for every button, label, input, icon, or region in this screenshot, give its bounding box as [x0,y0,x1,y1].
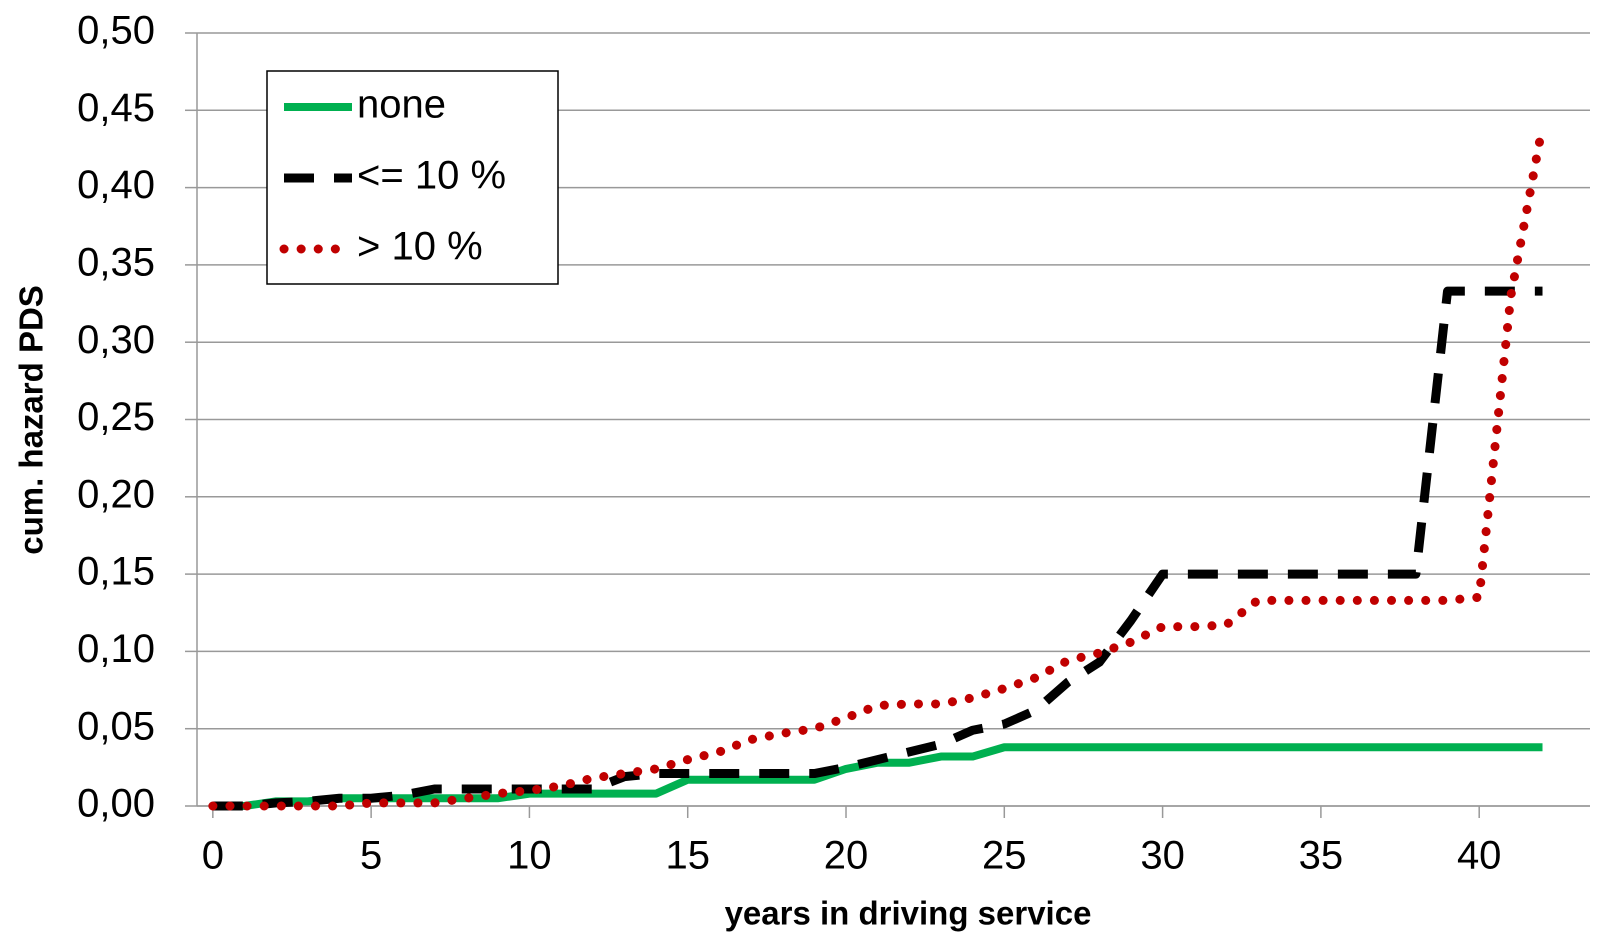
y-tick-label: 0,35 [77,240,155,284]
series-line [208,121,1548,811]
y-tick-label: 0,05 [77,704,155,748]
y-tick-label: 0,30 [77,318,155,362]
series-line [212,286,1543,811]
x-tick-label: 10 [507,834,552,878]
legend-label: none [357,83,446,127]
x-tick-label: 20 [824,834,869,878]
x-tick-label: 40 [1457,834,1502,878]
legend-label: <= 10 % [357,154,506,198]
y-tick-label: 0,40 [77,163,155,207]
x-tick-label: 35 [1299,834,1344,878]
x-axis-title: years in driving service [725,895,1092,932]
y-tick-label: 0,10 [77,627,155,671]
x-tick-label: 0 [202,834,224,878]
legend-label: > 10 % [357,225,483,269]
legend: none <= 10 % > 10 % [266,70,559,285]
y-tick-label: 0,45 [77,86,155,130]
x-tick-label: 15 [665,834,710,878]
y-tick-label: 0,20 [77,472,155,516]
y-tick-label: 0,00 [77,782,155,826]
y-tick-label: 0,25 [77,395,155,439]
x-tick-label: 30 [1140,834,1185,878]
x-tick-label: 5 [360,834,382,878]
y-tick-label: 0,15 [77,550,155,594]
y-axis-title: cum. hazard PDS [13,285,50,555]
y-tick-label: 0,50 [77,9,155,53]
x-tick-label: 25 [982,834,1027,878]
